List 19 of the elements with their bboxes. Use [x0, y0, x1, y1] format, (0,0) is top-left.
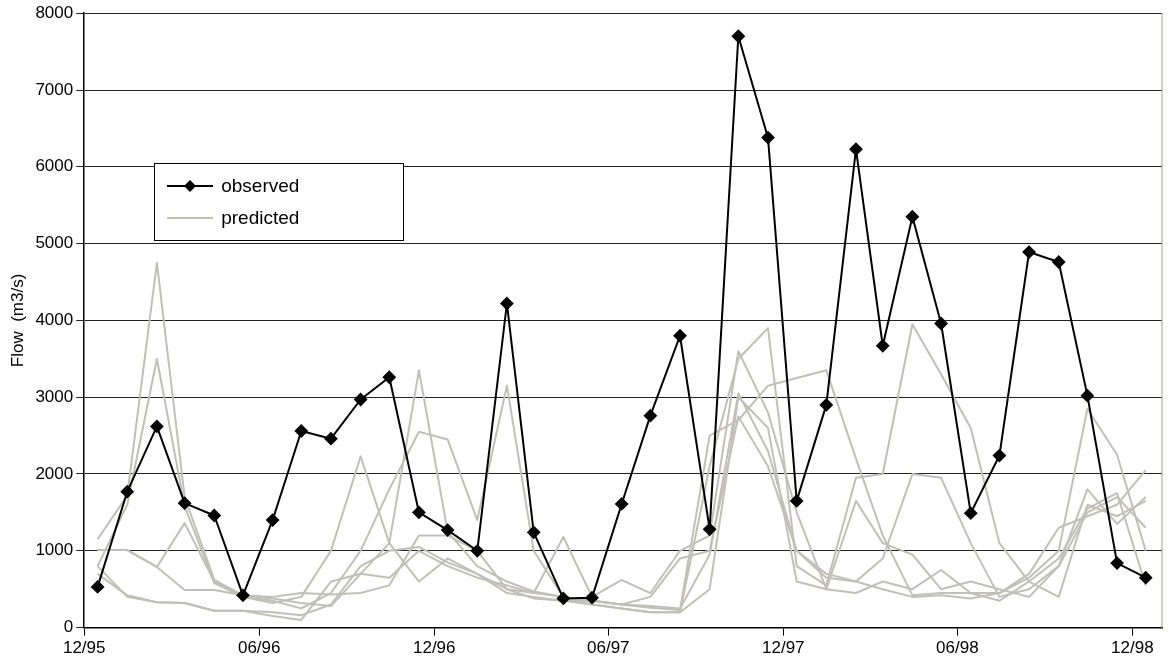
legend-label: predicted	[221, 207, 300, 230]
y-tick-label: 1000	[35, 540, 74, 560]
x-tick-label: 06/97	[587, 638, 630, 658]
y-tick-label: 8000	[35, 2, 74, 22]
y-tick-label: 0	[63, 617, 74, 637]
y-tick-label: 4000	[35, 310, 74, 330]
x-tick-label: 12/97	[762, 638, 805, 658]
x-tick-label: 12/98	[1111, 638, 1154, 658]
x-tick-label: 12/96	[412, 638, 456, 658]
y-axis-title: Flow (m3/s)	[7, 273, 27, 368]
y-tick-label: 7000	[35, 79, 74, 99]
y-tick-label: 2000	[35, 463, 74, 483]
y-tick-label: 3000	[35, 386, 74, 406]
x-tick-label: 12/95	[62, 638, 106, 658]
x-tick-label: 06/96	[237, 638, 281, 658]
legend-label: observed	[221, 175, 300, 198]
y-tick-label: 6000	[35, 156, 74, 176]
y-tick-label: 5000	[35, 233, 74, 253]
x-tick-label: 06/98	[936, 638, 979, 658]
